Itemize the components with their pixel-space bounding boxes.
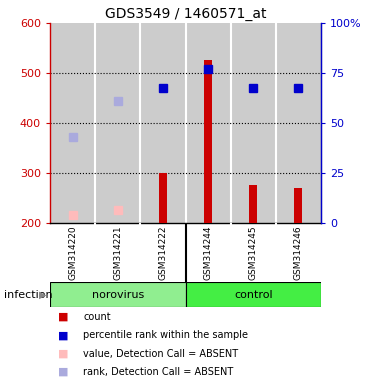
Text: rank, Detection Call = ABSENT: rank, Detection Call = ABSENT bbox=[83, 367, 234, 377]
Bar bbox=[159, 173, 167, 223]
Bar bbox=[204, 61, 212, 223]
Text: value, Detection Call = ABSENT: value, Detection Call = ABSENT bbox=[83, 349, 239, 359]
Title: GDS3549 / 1460571_at: GDS3549 / 1460571_at bbox=[105, 7, 266, 21]
Text: norovirus: norovirus bbox=[92, 290, 144, 300]
Bar bbox=[276, 23, 321, 223]
Bar bbox=[95, 23, 140, 223]
Text: GSM314244: GSM314244 bbox=[204, 225, 213, 280]
Text: ■: ■ bbox=[58, 312, 68, 322]
Bar bbox=[186, 282, 321, 307]
Text: GSM314221: GSM314221 bbox=[113, 225, 122, 280]
Bar bbox=[50, 282, 186, 307]
Text: GSM314246: GSM314246 bbox=[294, 225, 303, 280]
Text: infection: infection bbox=[4, 290, 52, 300]
Bar bbox=[249, 185, 257, 223]
Text: control: control bbox=[234, 290, 273, 300]
Text: ■: ■ bbox=[58, 349, 68, 359]
Text: GSM314220: GSM314220 bbox=[68, 225, 77, 280]
Bar bbox=[186, 23, 231, 223]
Text: ■: ■ bbox=[58, 367, 68, 377]
Text: GSM314245: GSM314245 bbox=[249, 225, 258, 280]
Text: count: count bbox=[83, 312, 111, 322]
Bar bbox=[50, 23, 95, 223]
Text: GSM314222: GSM314222 bbox=[158, 225, 167, 280]
Text: percentile rank within the sample: percentile rank within the sample bbox=[83, 330, 249, 340]
Text: ▶: ▶ bbox=[39, 290, 46, 300]
Bar bbox=[140, 23, 186, 223]
Bar bbox=[294, 188, 302, 223]
Text: ■: ■ bbox=[58, 330, 68, 340]
Bar bbox=[231, 23, 276, 223]
